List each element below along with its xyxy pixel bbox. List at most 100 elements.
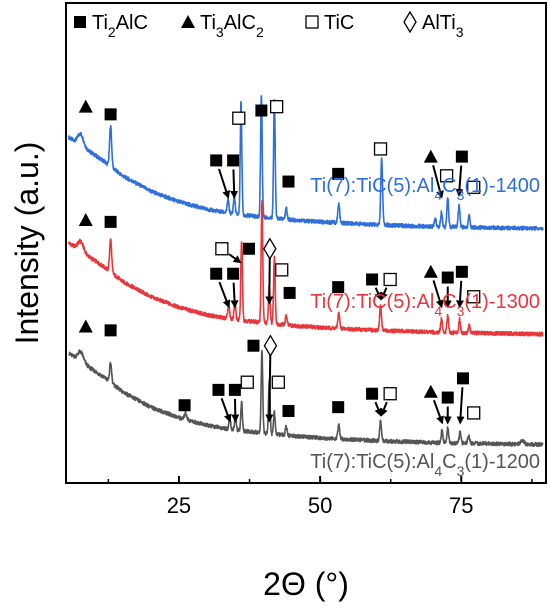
peak-arrow	[228, 253, 242, 264]
text-part: 3	[457, 303, 465, 319]
peak-filled-square-marker	[227, 154, 240, 167]
series-label: Ti(7):TiC(5):Al4C3(1)-1300	[310, 291, 540, 319]
peak-open-square-marker	[383, 272, 397, 287]
series-label: Ti(7):TiC(5):Al4C3(1)-1400	[310, 175, 540, 203]
peak-open-square-marker	[275, 263, 289, 277]
x-axis-title: 2Θ (°)	[263, 566, 349, 602]
peak-arrow	[374, 287, 382, 301]
peak-filled-square-marker	[212, 383, 225, 396]
peak-filled-square-marker	[104, 108, 117, 121]
peak-filled-triangle-marker	[78, 319, 93, 333]
peak-filled-square-marker	[455, 265, 468, 278]
series-line	[68, 349, 544, 447]
text-part: 4	[434, 187, 442, 203]
peak-filled-square-marker	[282, 405, 295, 417]
peak-filled-square-marker	[242, 242, 255, 255]
peak-arrow	[380, 401, 388, 417]
text-part: AlC	[116, 12, 148, 34]
series-0: Ti(7):TiC(5):Al4C3(1)-1400	[68, 95, 544, 231]
text-part: C	[442, 291, 456, 313]
legend-entry: AlTi3	[403, 10, 464, 40]
plot-frame	[65, 2, 547, 484]
legend-label: TiC	[324, 12, 354, 34]
peak-filled-square-marker	[104, 324, 117, 337]
peak-filled-square-marker	[456, 372, 469, 385]
peak-filled-square-marker	[332, 281, 345, 294]
peak-open-square-marker	[269, 100, 284, 114]
text-part: (1)-1400	[464, 175, 540, 197]
text-part: (1)-1200	[464, 451, 540, 473]
peak-filled-square-marker	[228, 383, 241, 396]
peak-filled-square-marker	[366, 387, 379, 400]
peak-arrow	[230, 282, 239, 309]
text-part: 2	[108, 24, 116, 40]
peak-filled-square-marker	[366, 273, 379, 286]
peak-filled-square-marker	[247, 339, 260, 352]
series-1: Ti(7):TiC(5):Al4C3(1)-1300	[68, 200, 544, 337]
legend-label: AlTi3	[422, 12, 464, 40]
peak-filled-triangle-marker	[423, 149, 438, 163]
legend: Ti2AlC Ti3AlC2 TiC AlTi3	[74, 10, 464, 40]
text-part: Ti	[200, 12, 216, 34]
peak-open-square-marker	[373, 142, 388, 156]
text-part: C	[442, 451, 456, 473]
peak-arrow	[218, 168, 231, 199]
text-part: Ti	[92, 12, 108, 34]
peak-filled-square-marker	[210, 267, 223, 280]
peak-arrow	[220, 397, 232, 423]
text-part: AlC	[224, 12, 256, 34]
legend-open-square-icon	[305, 15, 319, 29]
legend-entry: Ti2AlC	[74, 12, 148, 40]
peak-open-diamond-marker	[263, 237, 277, 261]
peak-filled-square-marker	[255, 104, 268, 117]
x-tick-label: 50	[308, 493, 332, 518]
legend-filled-triangle-icon	[181, 15, 195, 28]
x-axis: 25 50 75	[107, 476, 533, 518]
peak-arrow	[380, 287, 388, 301]
peak-open-square-marker	[215, 242, 229, 256]
peak-filled-square-marker	[227, 267, 240, 280]
peak-arrow	[374, 401, 383, 417]
peak-filled-triangle-marker	[423, 384, 438, 398]
text-part: TiC	[324, 12, 354, 34]
series-label: Ti(7):TiC(5):Al4C3(1)-1200	[310, 451, 540, 479]
peak-arrow	[456, 387, 465, 425]
series-line	[68, 95, 544, 231]
x-tick-label: 25	[167, 493, 191, 518]
text-part: Ti(7):TiC(5):Al	[310, 175, 434, 197]
text-part: 3	[456, 24, 464, 40]
text-part: 3	[457, 187, 465, 203]
peak-open-square-marker	[467, 180, 481, 194]
peak-arrow	[230, 169, 239, 199]
peak-filled-square-marker	[332, 401, 345, 414]
series-2: Ti(7):TiC(5):Al4C3(1)-1200	[68, 319, 544, 479]
peak-open-square-marker	[240, 375, 254, 389]
text-part: (1)-1300	[464, 291, 540, 313]
peak-arrow	[432, 399, 444, 425]
peak-open-square-marker	[439, 169, 454, 183]
peak-open-square-marker	[232, 111, 246, 125]
text-part: 3	[457, 463, 465, 479]
peak-open-square-marker	[383, 387, 397, 401]
peak-filled-square-marker	[441, 271, 454, 284]
peak-arrow	[432, 165, 444, 199]
peak-filled-square-marker	[455, 150, 468, 163]
legend-open-diamond-icon	[403, 10, 417, 34]
text-part: 4	[434, 303, 442, 319]
plot-area: Ti(7):TiC(5):Al4C3(1)-1400Ti(7):TiC(5):A…	[68, 95, 544, 479]
peak-arrow	[432, 280, 444, 309]
peak-arrow	[265, 354, 274, 423]
series-line	[68, 200, 544, 337]
peak-open-square-marker	[271, 375, 285, 389]
peak-filled-triangle-marker	[78, 212, 93, 226]
y-axis-title: Intensity (a.u.)	[9, 142, 45, 345]
text-part: 3	[216, 24, 224, 40]
legend-entry: Ti3AlC2	[181, 12, 264, 40]
text-part: Ti(7):TiC(5):Al	[310, 451, 434, 473]
peak-filled-square-marker	[282, 175, 295, 188]
peak-open-diamond-marker	[263, 334, 278, 357]
peak-filled-triangle-marker	[78, 99, 93, 113]
text-part: 4	[434, 463, 442, 479]
peak-open-square-marker	[467, 290, 481, 304]
